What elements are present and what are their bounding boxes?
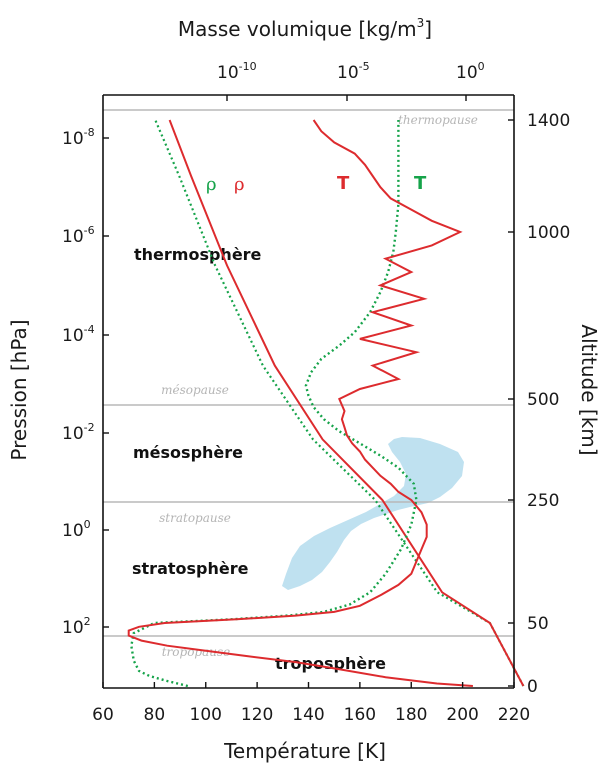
t-measured-label: T bbox=[337, 173, 350, 194]
right-tick-label: 1000 bbox=[527, 223, 570, 243]
temperature-measured-line bbox=[127, 119, 473, 687]
x-tick-label: 80 bbox=[144, 705, 166, 725]
left-tick-label: 10-2 bbox=[62, 421, 95, 444]
right-axis-title: Altitude [km] bbox=[577, 324, 601, 455]
variability-band bbox=[282, 437, 464, 590]
layer-label-thermosphere: thermosphère bbox=[134, 245, 262, 264]
t-model-label: T bbox=[414, 173, 427, 194]
top-tick-label: 100 bbox=[456, 60, 485, 83]
layer-label-mesosphere: mésosphère bbox=[133, 443, 243, 462]
top-tick-label: 10-10 bbox=[217, 60, 257, 83]
right-tick-label: 500 bbox=[527, 390, 559, 410]
left-tick-label: 10-8 bbox=[62, 126, 95, 149]
axis-ticks: 60 80 100 120 140 160 180 200 220 10-10 10-5 100 10-… bbox=[62, 60, 570, 725]
right-tick-label: 1400 bbox=[527, 111, 570, 131]
top-axis-title: Masse volumique [kg/m3] bbox=[178, 16, 432, 41]
plot-frame bbox=[102, 94, 515, 689]
x-tick-label: 200 bbox=[446, 705, 478, 725]
x-axis-title: Température [K] bbox=[223, 739, 386, 763]
left-tick-label: 10-4 bbox=[62, 323, 95, 346]
x-tick-label: 60 bbox=[92, 705, 114, 725]
temperature-model-line bbox=[130, 120, 418, 688]
x-tick-label: 100 bbox=[190, 705, 222, 725]
rho-model-label: ρ bbox=[206, 174, 217, 195]
x-tick-label: 120 bbox=[241, 705, 273, 725]
left-tick-label: 102 bbox=[62, 615, 91, 638]
mesopause-label: mésopause bbox=[161, 383, 229, 397]
layer-label-troposphere: troposphère bbox=[275, 654, 386, 673]
stratopause-label: stratopause bbox=[159, 511, 231, 525]
rho-model-line bbox=[154, 119, 525, 687]
left-axis-title: Pression [hPa] bbox=[7, 319, 31, 460]
left-tick-label: 10-6 bbox=[62, 224, 95, 247]
tropopause-label: tropopause bbox=[162, 645, 231, 659]
layer-label-stratosphere: stratosphère bbox=[132, 559, 249, 578]
x-tick-label: 180 bbox=[395, 705, 427, 725]
right-tick-label: 0 bbox=[527, 677, 538, 697]
rho-measured-line bbox=[168, 119, 525, 687]
left-tick-label: 100 bbox=[62, 518, 91, 541]
rho-measured-label: ρ bbox=[234, 174, 245, 195]
x-tick-label: 220 bbox=[498, 705, 530, 725]
x-tick-label: 140 bbox=[292, 705, 324, 725]
right-tick-label: 250 bbox=[527, 491, 559, 511]
top-tick-label: 10-5 bbox=[337, 60, 370, 83]
right-tick-label: 50 bbox=[527, 614, 549, 634]
thermopause-label: thermopause bbox=[398, 113, 478, 127]
x-tick-label: 160 bbox=[344, 705, 376, 725]
